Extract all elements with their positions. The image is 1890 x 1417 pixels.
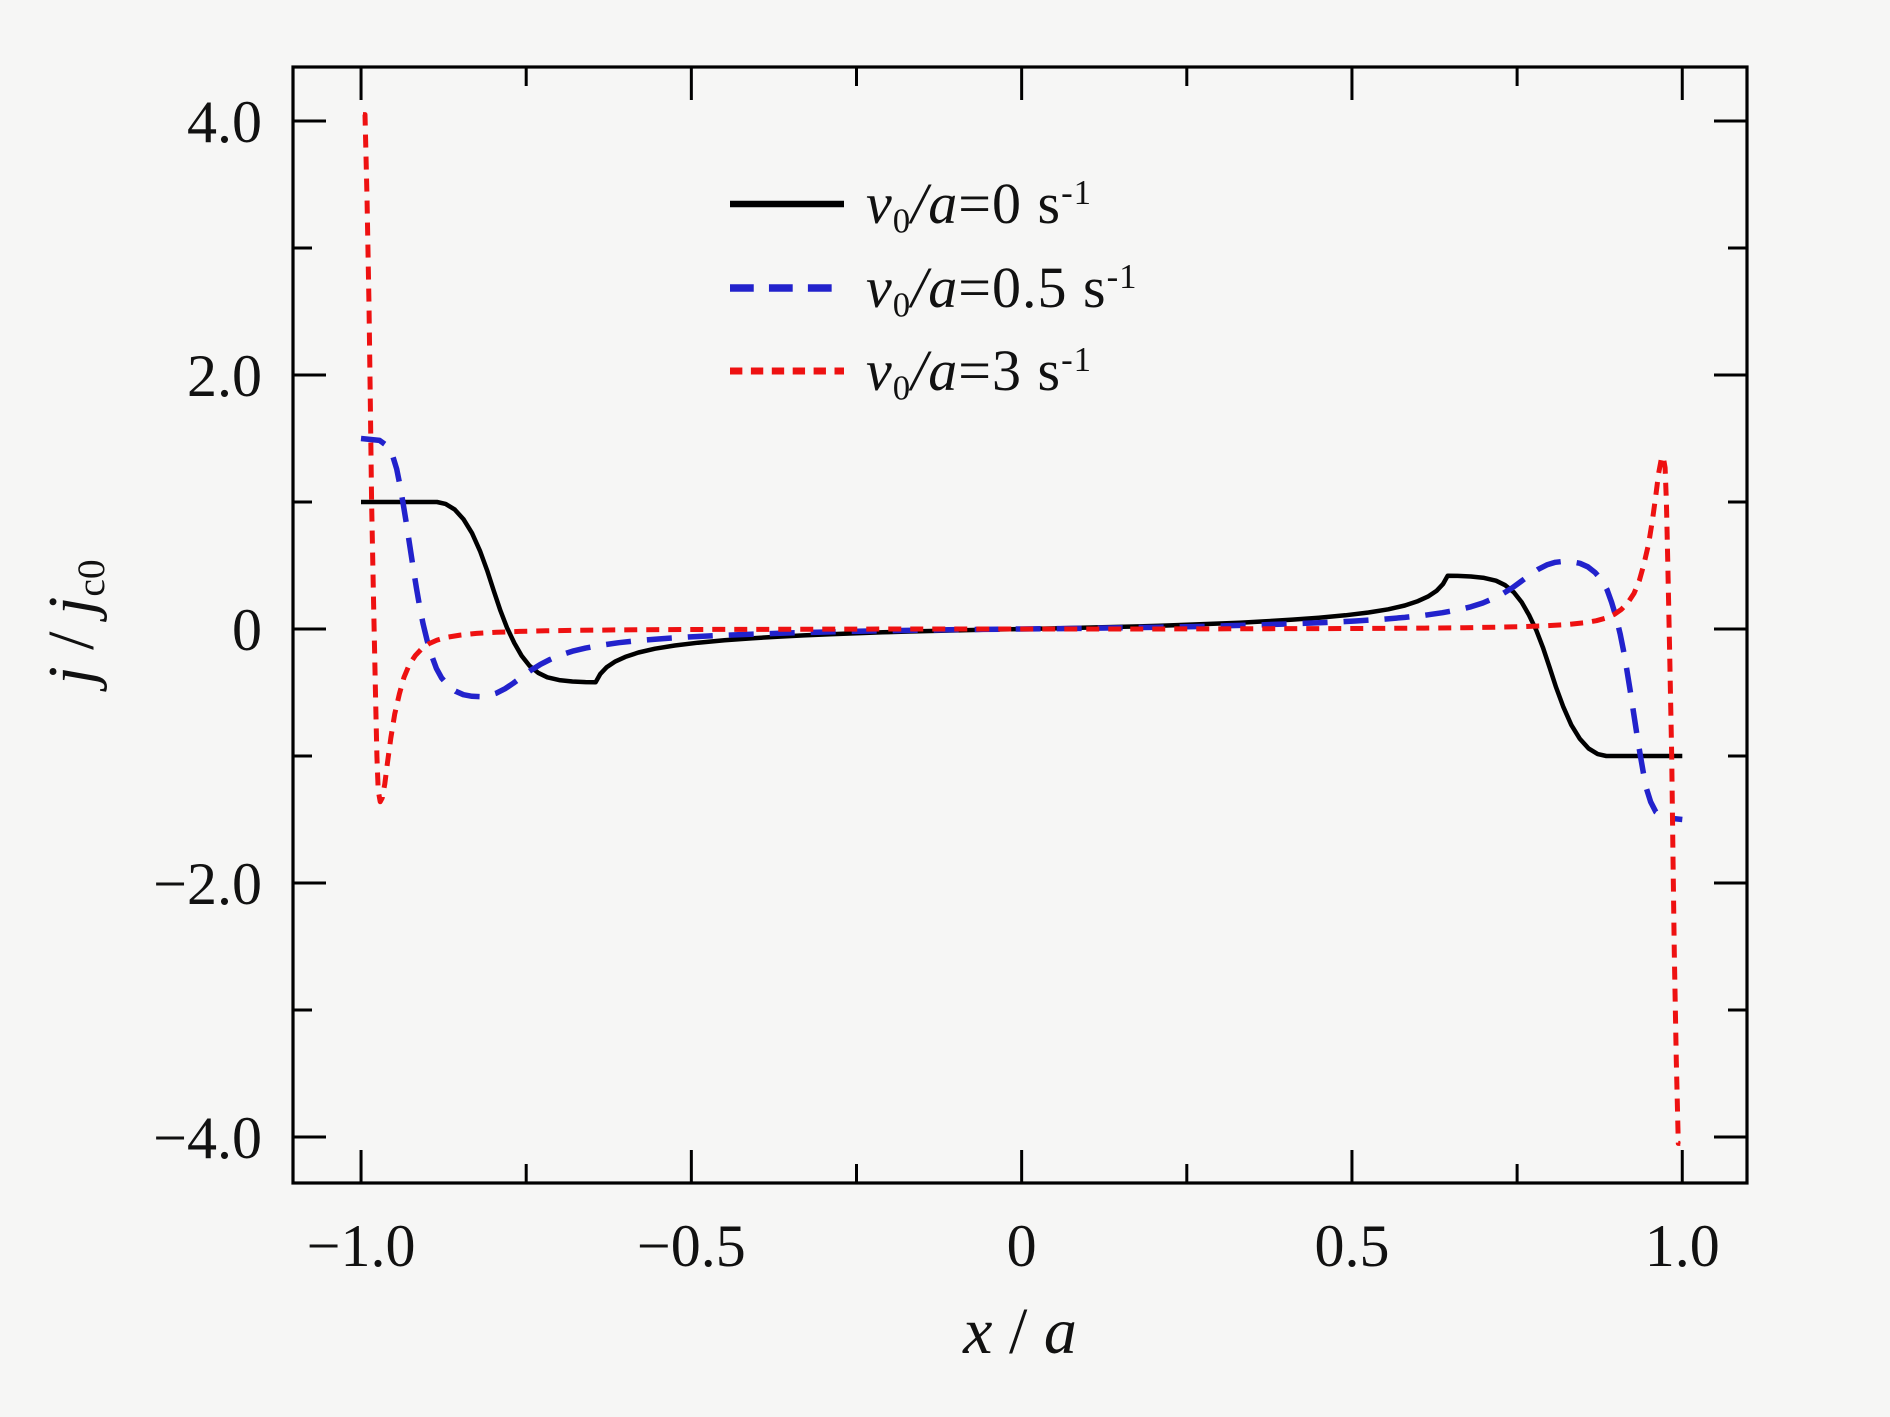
legend-label: v0/a=0.5 s-1: [866, 255, 1138, 325]
x-tick-label: −0.5: [637, 1213, 746, 1279]
legend-label: v0/a=3 s-1: [866, 338, 1093, 408]
plot-frame: [291, 65, 1749, 1185]
x-tick-label: −1.0: [307, 1213, 416, 1279]
y-axis-title: j / jc0: [35, 559, 113, 684]
y-tick-label: 0: [232, 597, 262, 663]
legend-swatch-solid: [730, 200, 844, 208]
y-tick-label: 4.0: [187, 89, 262, 155]
x-axis-var: x: [963, 1295, 993, 1368]
series-v0a-3: [362, 112, 1681, 1146]
x-axis-title: x / a: [963, 1299, 1077, 1365]
y-axis-slash: /: [35, 615, 108, 667]
x-tick-labels: −1.0 −0.5 0 0.5 1.0: [307, 1213, 1720, 1279]
x-axis-ticks: [359, 67, 1684, 1183]
y-axis-ticks: [293, 119, 1747, 1139]
x-tick-label: 1.0: [1645, 1213, 1720, 1279]
y-axis-var: j: [35, 666, 108, 685]
y-tick-label: −2.0: [153, 851, 262, 917]
legend-swatch-dashed: [730, 284, 844, 292]
x-axis-slash: /: [992, 1295, 1044, 1368]
y-tick-labels: 4.0 2.0 0 −2.0 −4.0: [153, 89, 262, 1171]
legend-item-v0a-05: v0/a=0.5 s-1: [728, 252, 1138, 324]
x-tick-label: 0.5: [1314, 1213, 1389, 1279]
legend-swatch-short-dash: [730, 367, 844, 375]
y-tick-label: 2.0: [187, 343, 262, 409]
legend-item-v0a-0: v0/a=0 s-1: [728, 168, 1092, 240]
x-axis-var2: a: [1043, 1295, 1077, 1368]
x-tick-label: 0: [1007, 1213, 1037, 1279]
legend-item-v0a-3: v0/a=3 s-1: [728, 335, 1092, 407]
legend-label: v0/a=0 s-1: [866, 171, 1093, 241]
y-axis-subscript: c0: [69, 559, 114, 597]
y-tick-label: −4.0: [153, 1105, 262, 1171]
y-axis-var2: j: [35, 596, 108, 616]
